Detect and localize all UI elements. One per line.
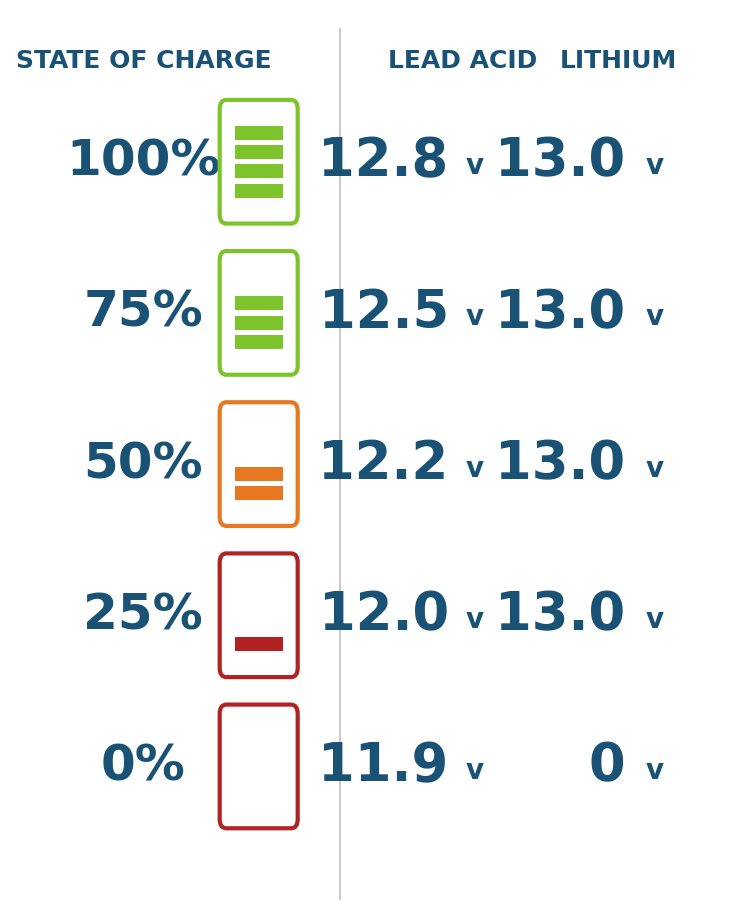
Text: v: v: [645, 153, 664, 180]
Text: 13.0: 13.0: [495, 287, 625, 339]
Text: 11.9: 11.9: [318, 741, 448, 792]
FancyBboxPatch shape: [234, 467, 283, 481]
Text: 13.0: 13.0: [495, 589, 625, 641]
Text: 12.5: 12.5: [318, 287, 448, 339]
FancyBboxPatch shape: [234, 638, 283, 652]
Text: LITHIUM: LITHIUM: [559, 49, 677, 73]
FancyBboxPatch shape: [246, 703, 271, 716]
FancyBboxPatch shape: [234, 335, 283, 349]
Text: v: v: [465, 606, 484, 634]
Text: 0%: 0%: [101, 743, 186, 790]
Text: 12.0: 12.0: [318, 589, 448, 641]
FancyBboxPatch shape: [246, 250, 271, 262]
FancyBboxPatch shape: [246, 552, 271, 564]
FancyBboxPatch shape: [234, 126, 283, 140]
Text: 100%: 100%: [66, 138, 220, 186]
Text: v: v: [465, 757, 484, 785]
FancyBboxPatch shape: [234, 165, 283, 178]
Text: v: v: [465, 455, 484, 482]
FancyBboxPatch shape: [234, 184, 283, 198]
FancyBboxPatch shape: [220, 553, 298, 677]
Text: v: v: [465, 303, 484, 332]
FancyBboxPatch shape: [220, 251, 298, 375]
Text: 25%: 25%: [84, 591, 203, 640]
Text: v: v: [645, 757, 664, 785]
Text: 0: 0: [589, 741, 625, 792]
FancyBboxPatch shape: [246, 98, 271, 111]
Text: v: v: [645, 606, 664, 634]
FancyBboxPatch shape: [234, 296, 283, 310]
Text: 12.8: 12.8: [318, 136, 448, 187]
FancyBboxPatch shape: [220, 100, 298, 223]
FancyBboxPatch shape: [234, 145, 283, 159]
FancyBboxPatch shape: [246, 401, 271, 414]
FancyBboxPatch shape: [220, 403, 298, 526]
Text: v: v: [645, 303, 664, 332]
FancyBboxPatch shape: [234, 315, 283, 330]
Text: 75%: 75%: [84, 289, 203, 337]
Text: 13.0: 13.0: [495, 136, 625, 187]
Text: v: v: [465, 153, 484, 180]
Text: STATE OF CHARGE: STATE OF CHARGE: [15, 49, 271, 73]
Text: 50%: 50%: [84, 440, 203, 488]
Text: LEAD ACID: LEAD ACID: [387, 49, 537, 73]
FancyBboxPatch shape: [234, 486, 283, 500]
Text: 13.0: 13.0: [495, 438, 625, 490]
FancyBboxPatch shape: [220, 705, 298, 828]
Text: v: v: [645, 455, 664, 482]
Text: 12.2: 12.2: [318, 438, 448, 490]
